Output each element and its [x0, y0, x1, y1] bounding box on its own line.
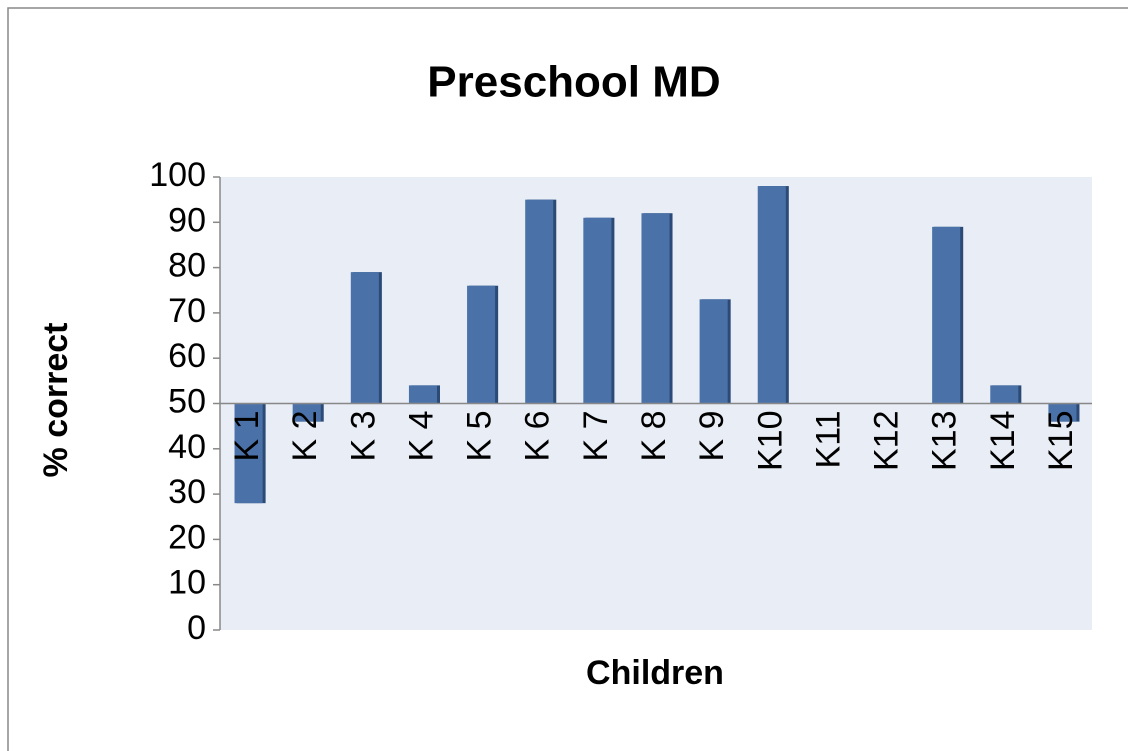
chart-title: Preschool MD	[427, 58, 720, 107]
y-tick-label: 10	[168, 564, 206, 602]
bar	[234, 403, 263, 504]
y-tick-label: 80	[168, 247, 206, 285]
x-tick-label: K 6	[519, 411, 557, 462]
x-tick-label: K15	[1042, 411, 1080, 472]
x-tick-label: K11	[809, 411, 847, 469]
x-tick-label: K 2	[286, 411, 324, 462]
x-tick-label: K13	[926, 411, 964, 472]
x-tick-label: K 7	[577, 411, 615, 462]
bar	[525, 199, 554, 404]
x-tick-label: K12	[868, 411, 906, 472]
bar	[467, 285, 496, 404]
bar	[408, 385, 437, 404]
bar	[292, 403, 321, 422]
y-tick-label: 40	[168, 428, 206, 466]
x-tick-label: K 3	[344, 411, 382, 462]
x-tick-label: K14	[984, 411, 1022, 472]
y-axis-title: % correct	[37, 323, 75, 478]
bar	[1048, 403, 1077, 422]
bar	[641, 213, 670, 404]
x-axis-title: Children	[586, 654, 724, 692]
x-tick-label: K10	[751, 411, 789, 472]
y-tick-label: 50	[168, 382, 206, 420]
bar	[757, 186, 786, 404]
x-tick-label: K 4	[402, 411, 440, 462]
bar	[990, 385, 1019, 404]
y-tick-label: 0	[187, 609, 206, 647]
y-tick-label: 30	[168, 473, 206, 511]
x-tick-label: K 8	[635, 411, 673, 462]
x-tick-label: K 9	[693, 411, 731, 462]
x-tick-label: K 1	[228, 411, 266, 462]
bar	[932, 226, 961, 404]
bar	[583, 217, 612, 404]
bar	[350, 272, 379, 404]
y-tick-label: 60	[168, 337, 206, 375]
y-tick-label: 90	[168, 201, 206, 239]
y-tick-label: 20	[168, 518, 206, 556]
y-tick-label: 100	[149, 156, 206, 194]
bar	[699, 299, 728, 404]
y-tick-label: 70	[168, 292, 206, 330]
x-tick-label: K 5	[461, 411, 499, 462]
